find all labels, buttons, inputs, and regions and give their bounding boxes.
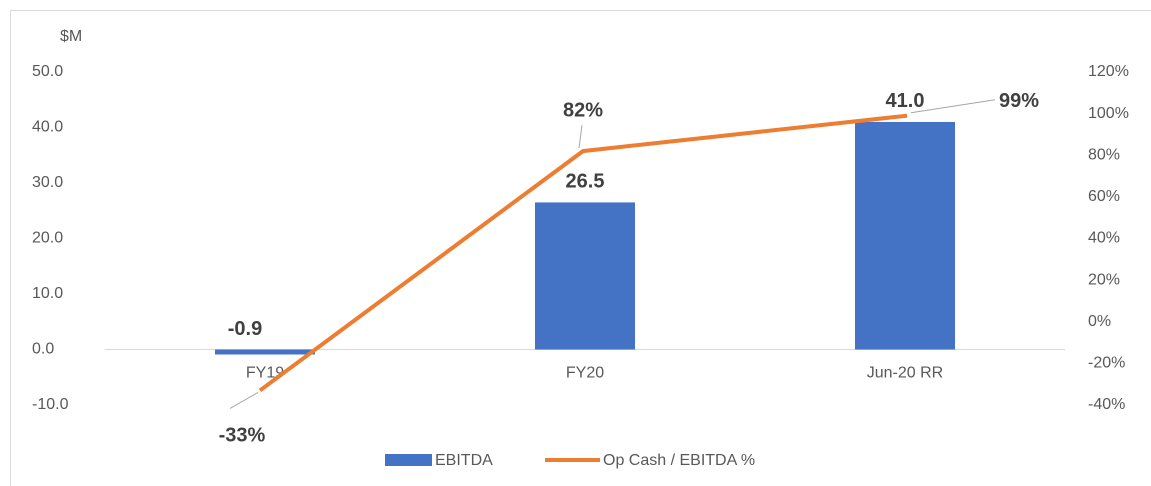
legend-label: Op Cash / EBITDA % (603, 452, 755, 469)
bar (215, 349, 315, 355)
bar (535, 202, 635, 350)
line (258, 113, 908, 393)
y-tick-label: 0.0 (32, 341, 54, 358)
x-tick-label: Jun-20 RR (867, 365, 943, 382)
legend-label: EBITDA (435, 452, 493, 469)
y2-tick-label: 40% (1088, 230, 1120, 247)
y-tick-label: 30.0 (32, 174, 63, 191)
y-tick-label: 40.0 (32, 119, 63, 136)
legend-swatch (385, 454, 432, 466)
leader-line (229, 391, 259, 409)
y2-tick-label: 0% (1088, 313, 1111, 330)
data-label: 41.0 (886, 90, 925, 112)
y2-tick-label: 120% (1088, 63, 1129, 80)
leader-line (910, 99, 996, 114)
y2-tick-label: 20% (1088, 271, 1120, 288)
y-tick-label: -10.0 (32, 396, 69, 413)
bar (855, 121, 955, 350)
data-label: 82% (563, 99, 603, 121)
data-label: 26.5 (566, 171, 605, 193)
data-label: -33% (219, 425, 266, 447)
y2-tick-label: 80% (1088, 146, 1120, 163)
y-tick-label: 10.0 (32, 285, 63, 302)
y-tick-label: 20.0 (32, 230, 63, 247)
y2-tick-label: -40% (1088, 396, 1125, 413)
y2-tick-label: 100% (1088, 105, 1129, 122)
x-tick-label: FY20 (566, 365, 604, 382)
y2-tick-label: -20% (1088, 355, 1125, 372)
data-label: -0.9 (228, 318, 262, 340)
chart-border (10, 10, 1151, 486)
y2-tick-label: 60% (1088, 188, 1120, 205)
y-axis-label: $M (60, 28, 82, 45)
y-tick-label: 50.0 (32, 63, 63, 80)
data-label: 99% (999, 90, 1039, 112)
leader-line (578, 125, 583, 149)
